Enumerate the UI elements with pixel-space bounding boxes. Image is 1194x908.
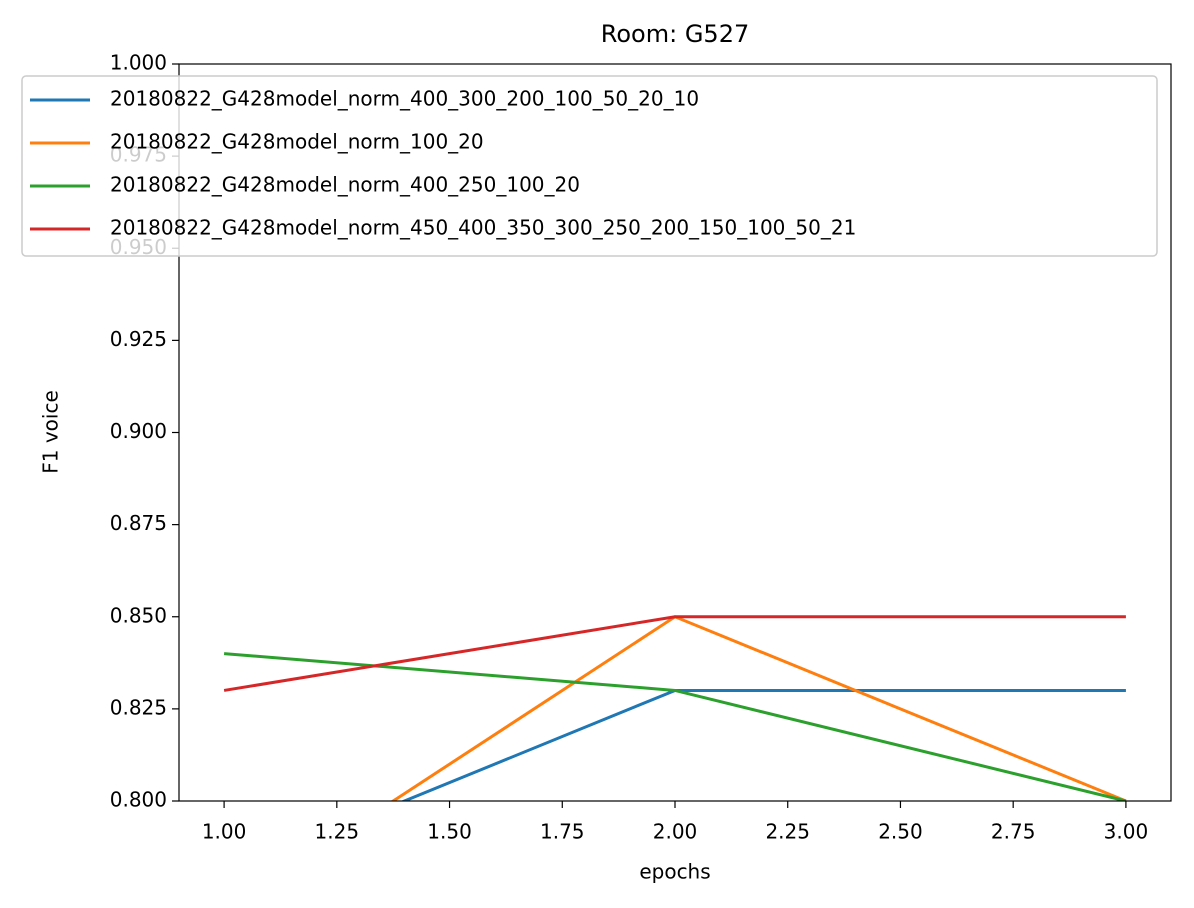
y-tick-label: 0.825 [110,695,167,719]
y-tick-label: 0.800 [110,788,167,812]
x-tick-label: 1.50 [427,820,472,844]
y-axis-label: F1 voice [39,390,63,474]
x-tick-label: 2.00 [653,820,698,844]
y-tick-label: 0.850 [110,603,167,627]
legend-label: 20180822_G428model_norm_100_20 [110,130,484,154]
line-series [223,615,1126,692]
x-tick-label: 2.50 [878,820,923,844]
x-tick-label: 1.00 [202,820,247,844]
x-tick-label: 2.25 [765,820,810,844]
y-tick-label: 0.925 [110,327,167,351]
x-tick-label: 2.75 [991,820,1036,844]
x-tick-label: 1.75 [540,820,585,844]
legend: 20180822_G428model_norm_400_300_200_100_… [21,75,1158,257]
plot-lines [223,615,1127,801]
x-tick-label: 3.00 [1104,820,1149,844]
line-series [223,652,1127,801]
y-tick-label: 0.875 [110,511,167,535]
legend-label: 20180822_G428model_norm_400_250_100_20 [110,173,580,197]
line-series [400,688,1126,801]
legend-label: 20180822_G428model_norm_450_400_350_300_… [110,216,856,240]
y-tick-label: 1.000 [110,51,167,75]
y-tick-label: 0.900 [110,419,167,443]
plot-frame [178,63,1172,802]
legend-label: 20180822_G428model_norm_400_300_200_100_… [110,87,699,111]
legend-box [21,75,1158,257]
chart-title: Room: G527 [601,20,749,48]
x-tick-label: 1.25 [315,820,360,844]
x-axis-label: epochs [639,860,710,884]
